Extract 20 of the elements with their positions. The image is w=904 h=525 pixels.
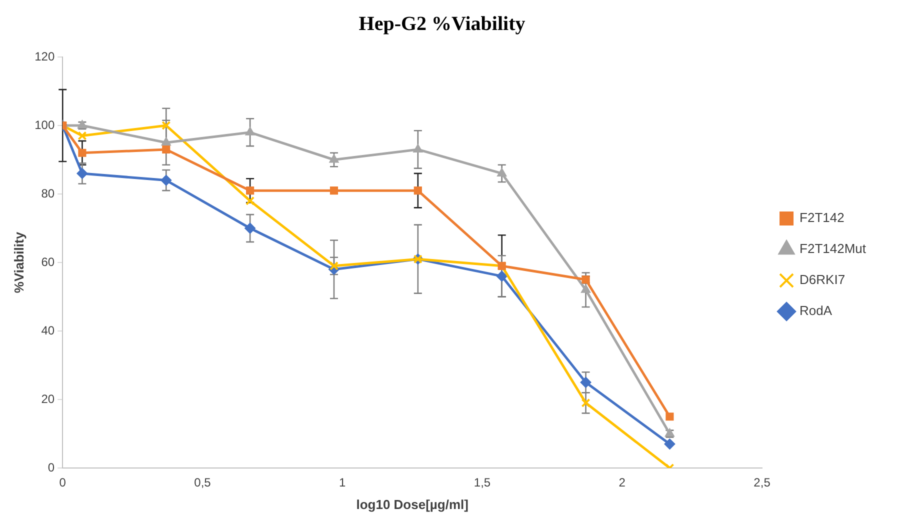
x-tick-label: 2,5 [754, 476, 771, 490]
x-tick-label: 0 [59, 476, 66, 490]
y-tick-label: 20 [41, 392, 55, 406]
legend-label: F2T142 [800, 210, 844, 226]
x-tick-label: 0,5 [194, 476, 212, 490]
y-tick-label: 120 [34, 49, 55, 64]
y-tick-label: 80 [41, 186, 55, 200]
x-tick-label: 2 [618, 476, 626, 490]
y-tick-label: 0 [48, 460, 55, 474]
y-axis-title: %Viability [11, 231, 26, 294]
x-axis-title: log10 Dose[µg/ml] [356, 496, 468, 512]
y-tick-label: 60 [41, 254, 55, 269]
legend-label: F2T142Mut [800, 241, 866, 256]
legend-label: D6RKI7 [800, 272, 846, 288]
y-tick-label: 100 [34, 118, 55, 132]
legend-label: RodA [800, 303, 832, 318]
chart-title: Hep-G2 %Viability [358, 13, 526, 36]
y-tick-label: 40 [41, 323, 55, 338]
x-tick-label: 1,5 [474, 476, 491, 490]
x-tick-label: 1 [339, 476, 346, 490]
